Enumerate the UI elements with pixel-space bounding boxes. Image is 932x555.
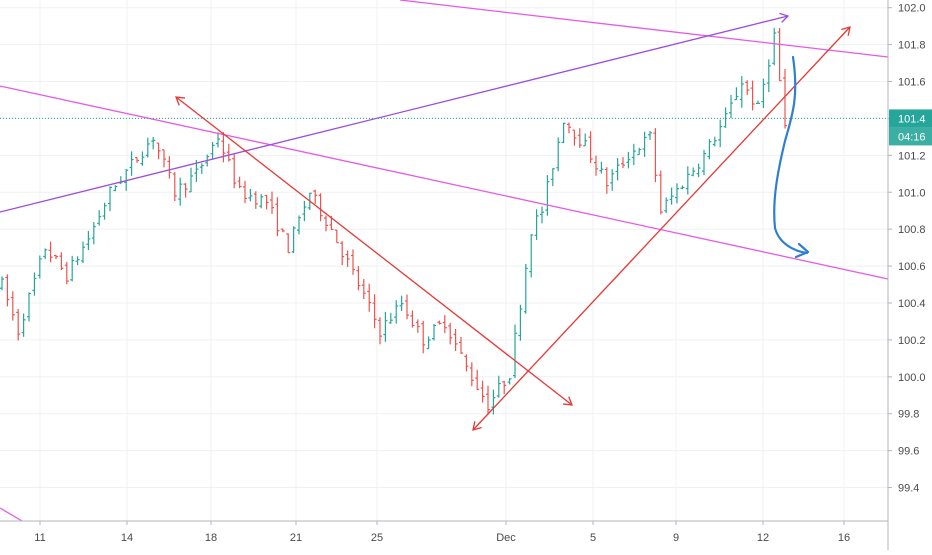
x-tick-label: 9 (673, 532, 679, 544)
y-tick-label: 101.8 (898, 40, 926, 52)
arrowhead-red-end (562, 396, 573, 406)
arrowhead-red-start (175, 96, 186, 106)
y-tick-label: 100.4 (898, 298, 926, 310)
countdown-badge (889, 127, 932, 146)
x-tick-label: Dec (496, 532, 516, 544)
x-tick-label: 12 (757, 532, 769, 544)
grid-lines (0, 0, 888, 521)
y-tick-label: 100.6 (898, 261, 926, 273)
price-axis[interactable]: 102.0 101.8 101.6 101.4 101.2 101.0 100.8 100.6… (887, 0, 932, 550)
time-axis[interactable]: 11 14 18 21 25 Dec 5 9 12 16 (0, 520, 888, 544)
y-tick-label: 100.0 (898, 372, 926, 384)
x-tick-label: 11 (34, 532, 45, 544)
countdown-label: 04:16 (898, 131, 926, 143)
y-tick-label: 99.8 (898, 409, 919, 421)
y-tick-label: 102.0 (898, 3, 926, 15)
y-tick-label: 100.2 (898, 335, 926, 347)
y-tick-label: 100.8 (898, 224, 926, 236)
arrowhead-purple-end (779, 12, 790, 23)
x-tick-label: 21 (290, 532, 302, 544)
x-tick-label: 18 (205, 532, 217, 544)
y-tick-label: 101.0 (898, 187, 926, 199)
price-bars (0, 27, 787, 415)
trendline-rising-red[interactable] (472, 26, 851, 431)
x-tick-label: 25 (371, 532, 383, 544)
x-tick-label: 16 (838, 532, 850, 544)
current-price-badge (889, 109, 932, 128)
blue-arrowhead (794, 242, 810, 259)
current-price-label: 101.4 (898, 113, 926, 125)
trendline-falling-red[interactable] (175, 96, 573, 406)
x-tick-label: 14 (121, 532, 133, 544)
trendline-rising-purple[interactable] (0, 15, 789, 213)
arrowhead-red-start (472, 421, 482, 431)
y-tick-label: 99.4 (898, 483, 919, 495)
trendline-resistance-upper[interactable] (399, 0, 889, 58)
y-tick-label: 101.2 (898, 150, 926, 162)
blue-freehand-path[interactable] (773, 55, 809, 255)
y-tick-label: 101.6 (898, 77, 926, 89)
x-tick-label: 5 (590, 532, 596, 544)
y-tick-label: 99.6 (898, 446, 919, 458)
arrowhead-red-end (841, 26, 851, 36)
trendline-channel-bottom-corner[interactable] (0, 507, 23, 522)
